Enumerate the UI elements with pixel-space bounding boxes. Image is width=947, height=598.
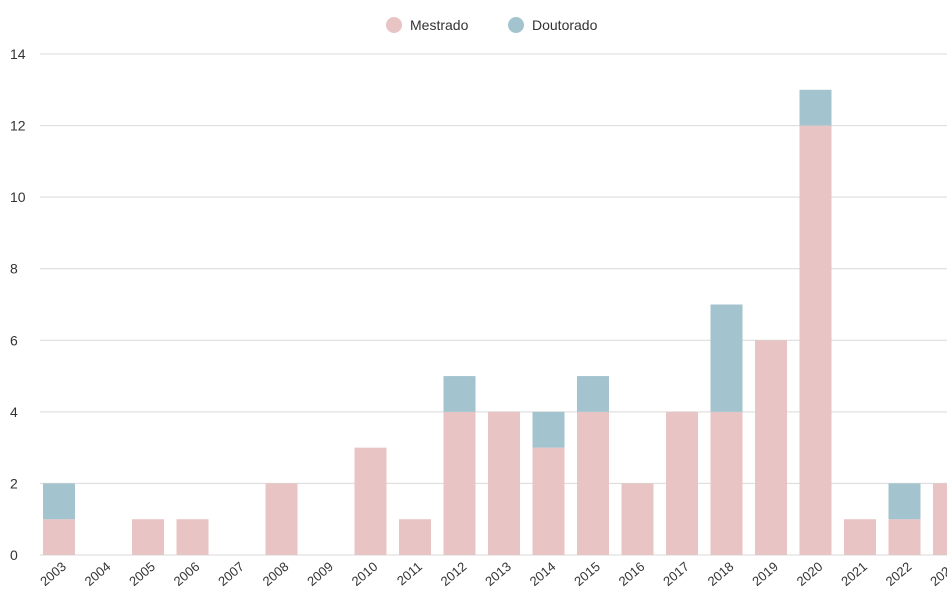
bar-mestrado-2022 — [888, 519, 921, 555]
x-tick-label: 2007 — [215, 559, 247, 589]
x-tick-label: 2017 — [660, 559, 692, 589]
y-tick-label: 4 — [10, 404, 18, 420]
bar-mestrado-2014 — [532, 447, 565, 555]
bar-mestrado-2003 — [43, 519, 75, 555]
bar-doutorado-2015 — [577, 376, 609, 412]
bar-mestrado-2019 — [755, 340, 787, 555]
x-tick-label: 2008 — [260, 559, 292, 589]
legend-swatch-doutorado — [508, 17, 524, 33]
bar-mestrado-2018 — [710, 411, 743, 555]
x-tick-label: 2015 — [571, 559, 603, 589]
x-tick-label: 2019 — [749, 559, 781, 589]
x-tick-label: 2012 — [438, 559, 470, 589]
bar-mestrado-2008 — [265, 483, 298, 555]
y-tick-label: 6 — [10, 332, 18, 348]
bar-mestrado-2006 — [176, 519, 209, 555]
bar-mestrado-2016 — [621, 483, 654, 555]
bar-doutorado-2018 — [710, 304, 743, 412]
x-tick-label: 2003 — [37, 559, 69, 589]
x-tick-label: 2005 — [126, 559, 158, 589]
x-tick-label: 2009 — [304, 559, 336, 589]
legend: Mestrado Doutorado — [386, 17, 598, 33]
bar-doutorado-2020 — [799, 89, 832, 126]
bar-mestrado-2017 — [666, 411, 698, 555]
bar-mestrado-2011 — [399, 519, 431, 555]
x-tick-label: 2010 — [349, 559, 381, 589]
x-tick-label: 2023 — [927, 559, 947, 589]
x-tick-label: 2021 — [838, 559, 870, 589]
x-tick-label: 2011 — [394, 559, 425, 588]
legend-label-doutorado: Doutorado — [532, 17, 598, 33]
x-tick-label: 2016 — [616, 559, 648, 589]
x-tick-label: 2022 — [883, 559, 915, 589]
x-tick-label: 2004 — [82, 559, 114, 589]
bar-doutorado-2003 — [43, 483, 75, 520]
x-tick-label: 2014 — [527, 559, 559, 589]
bar-mestrado-2020 — [799, 125, 832, 556]
bar-doutorado-2014 — [532, 411, 565, 448]
bar-mestrado-2012 — [443, 411, 476, 555]
y-tick-label: 14 — [10, 46, 26, 62]
y-tick-label: 10 — [10, 189, 26, 205]
x-tick-label: 2020 — [794, 559, 826, 589]
y-tick-label: 8 — [10, 261, 18, 277]
y-tick-label: 2 — [10, 475, 18, 491]
x-axis-ticks: 2003 2004 2005 2006 2007 2008 2009 2010 2011 2012… — [37, 559, 947, 589]
legend-label-mestrado: Mestrado — [410, 17, 469, 33]
bar-mestrado-2013 — [488, 411, 520, 555]
bar-mestrado-2021 — [844, 519, 876, 555]
legend-swatch-mestrado — [386, 17, 402, 33]
x-tick-label: 2018 — [705, 559, 737, 589]
x-tick-label: 2013 — [482, 559, 514, 589]
bar-mestrado-2023 — [933, 483, 947, 555]
bar-mestrado-2005 — [132, 519, 164, 555]
bar-mestrado-2010 — [354, 447, 387, 555]
bar-mestrado-2015 — [577, 411, 609, 555]
bar-doutorado-2022 — [888, 483, 921, 520]
bars — [43, 89, 947, 556]
y-axis-ticks: 0 2 4 6 8 10 12 14 — [10, 46, 26, 563]
bar-doutorado-2012 — [443, 376, 476, 412]
y-tick-label: 0 — [10, 547, 18, 563]
x-tick-label: 2006 — [171, 559, 203, 589]
y-tick-label: 12 — [10, 118, 26, 134]
